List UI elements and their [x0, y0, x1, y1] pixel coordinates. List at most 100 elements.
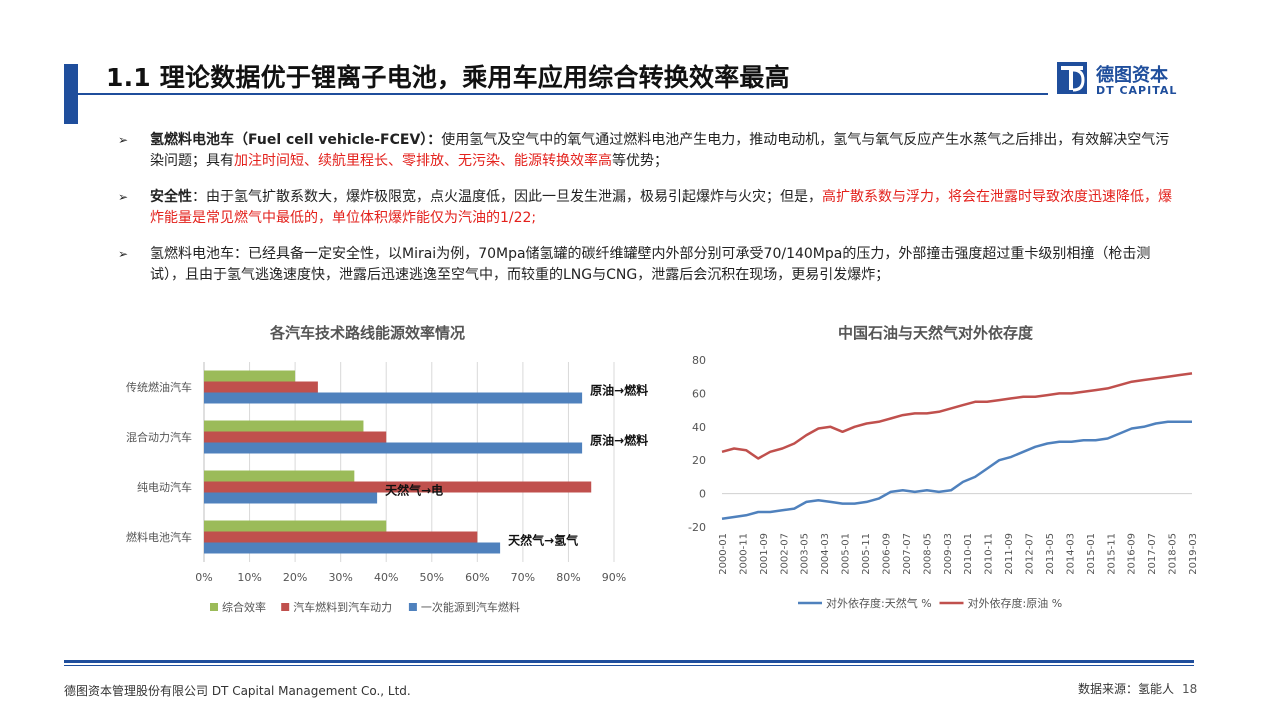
category-label: 燃料电池汽车	[126, 530, 192, 544]
legend-label: 对外依存度:天然气 %	[826, 596, 932, 610]
legend-label: 综合效率	[222, 600, 266, 614]
category-label: 混合动力汽车	[126, 430, 192, 444]
category-label: 传统燃油汽车	[126, 380, 192, 394]
bullet-item-safety: ➢ 安全性：由于氢气扩散系数大，爆炸极限宽，点火温度低，因此一旦发生泄漏，极易引…	[118, 187, 1178, 229]
x-tick-label: 20%	[283, 571, 307, 584]
y-tick-label: 0	[699, 488, 706, 501]
bullet-segment: 氢燃料电池车（Fuel cell vehicle-FCEV）：	[150, 132, 442, 148]
bar-0	[204, 420, 364, 432]
page-number: 18	[1182, 682, 1198, 696]
bullet-segment: 氢燃料电池车：已经具备一定安全性，以Mirai为例，70Mpa储氢罐的碳纤维罐壁…	[150, 246, 1151, 283]
y-tick-label: 40	[692, 421, 706, 434]
x-tick-label: 2010-11	[984, 533, 995, 575]
x-tick-label: 2008-05	[922, 533, 933, 575]
bar-1	[204, 481, 592, 493]
x-tick-label: 2006-09	[881, 533, 892, 575]
bullet-segment: 使用氢气及空气中的氧气通过燃料电池产生电力，推动电动机，氢气与氧气反应产生水蒸气…	[150, 132, 1170, 169]
page-title: 1.1 理论数据优于锂离子电池，乘用车应用综合转换效率最高	[106, 63, 790, 92]
footer-rule-thin	[64, 665, 1194, 666]
series-line-1	[721, 372, 1193, 460]
bar-chart-title: 各汽车技术路线能源效率情况	[270, 324, 466, 342]
bar-2	[204, 542, 501, 554]
x-tick-label: 0%	[195, 571, 212, 584]
category-label: 纯电动汽车	[137, 480, 192, 494]
x-tick-label: 80%	[556, 571, 580, 584]
y-tick-label: 20	[692, 454, 706, 467]
bar-0	[204, 370, 296, 382]
x-tick-label: 40%	[374, 571, 398, 584]
x-tick-label: 2013-05	[1045, 533, 1056, 575]
y-tick-label: -20	[688, 521, 706, 534]
bar-0	[204, 470, 355, 482]
bar-2	[204, 442, 583, 454]
bullet-segment-highlight: 加注时间短、续航里程长、零排放、无污染、能源转换效率高	[234, 153, 612, 169]
series-line-0	[721, 420, 1192, 520]
logo-text-cn: 德图资本	[1096, 65, 1168, 86]
x-tick-label: 2019-03	[1188, 533, 1199, 575]
x-tick-label: 2014-03	[1065, 533, 1076, 575]
arrow-bullet-icon: ➢	[118, 190, 129, 204]
x-tick-label: 2000-01	[718, 533, 729, 575]
efficiency-bar-chart: 0% 10% 20% 30% 40% 50% 60% 70% 80% 90%传统燃油汽车 原油→燃料…	[126, 362, 648, 614]
x-tick-label: 10%	[237, 571, 261, 584]
x-tick-label: 90%	[602, 571, 626, 584]
bullet-segment: 等优势；	[612, 153, 668, 169]
x-tick-label: 30%	[328, 571, 352, 584]
title-underline	[78, 93, 1048, 95]
y-tick-label: 60	[692, 387, 706, 400]
x-tick-label: 2003-05	[800, 533, 811, 575]
bullet-segment: ：由于氢气扩散系数大，爆炸极限宽，点火温度低，因此一旦发生泄漏，极易引起爆炸与火…	[192, 189, 822, 205]
line-chart-title: 中国石油与天然气对外依存度	[838, 324, 1034, 342]
logo-text-en: DT CAPITAL	[1096, 84, 1178, 97]
x-tick-label: 2018-05	[1168, 533, 1179, 575]
legend-swatch	[408, 603, 417, 611]
bar-annotation: 天然气→氢气	[508, 533, 578, 548]
x-tick-label: 2015-11	[1106, 533, 1117, 575]
bar-0	[204, 520, 387, 532]
x-tick-label: 2016-09	[1127, 533, 1138, 575]
dependency-line-chart: -20 0 20 40 60 80 2000-01 2000-11 2001-09 2002-07…	[688, 354, 1199, 610]
x-tick-label: 50%	[420, 571, 444, 584]
dt-logo-icon	[1057, 62, 1087, 94]
footer-rule	[64, 660, 1194, 663]
legend-label: 汽车燃料到汽车动力	[293, 600, 392, 614]
bullet-list: ➢ 氢燃料电池车（Fuel cell vehicle-FCEV）：使用氢气及空气…	[118, 130, 1178, 301]
legend-swatch	[281, 603, 290, 611]
y-tick-label: 80	[692, 354, 706, 367]
x-tick-label: 2005-01	[841, 533, 852, 575]
bullet-item-mirai: ➢ 氢燃料电池车：已经具备一定安全性，以Mirai为例，70Mpa储氢罐的碳纤维…	[118, 244, 1178, 286]
x-tick-label: 2015-01	[1086, 533, 1097, 575]
source-text: 数据来源：氢能人	[1078, 682, 1175, 696]
bar-annotation: 天然气→电	[385, 483, 443, 498]
x-tick-label: 70%	[511, 571, 535, 584]
bar-1	[204, 531, 478, 543]
x-tick-label: 2000-11	[738, 533, 749, 575]
x-tick-label: 2001-09	[759, 533, 770, 575]
x-tick-label: 2004-03	[820, 533, 831, 575]
x-tick-label: 2007-07	[902, 533, 913, 575]
bullet-segment-highlight: 高扩散系数与浮力，将会在泄露时导致浓度迅速降低，爆炸能量是常见燃气中最低的，单位…	[150, 189, 1172, 226]
bar-1	[204, 431, 387, 443]
bar-1	[204, 381, 318, 393]
x-tick-label: 2002-07	[779, 533, 790, 575]
x-tick-label: 2005-11	[861, 533, 872, 575]
legend-label: 一次能源到汽车燃料	[421, 600, 520, 614]
bar-2	[204, 492, 378, 504]
bullet-segment: 安全性	[150, 189, 192, 205]
bullet-item-fcev: ➢ 氢燃料电池车（Fuel cell vehicle-FCEV）：使用氢气及空气…	[118, 130, 1178, 172]
x-tick-label: 2017-07	[1147, 533, 1158, 575]
x-tick-label: 2010-01	[963, 533, 974, 575]
bar-2	[204, 392, 583, 404]
bar-annotation: 原油→燃料	[590, 433, 648, 448]
x-tick-label: 60%	[465, 571, 489, 584]
legend-label: 对外依存度:原油 %	[968, 596, 1063, 610]
legend-swatch	[210, 603, 218, 611]
footer-company: 德图资本管理股份有限公司 DT Capital Management Co., …	[64, 684, 411, 698]
footer-source: 数据来源：氢能人 18	[1078, 680, 1197, 697]
x-tick-label: 2009-03	[943, 533, 954, 575]
x-tick-label: 2012-07	[1025, 533, 1036, 575]
title-accent-bar	[64, 64, 78, 124]
bar-annotation: 原油→燃料	[590, 383, 648, 398]
x-tick-label: 2011-09	[1004, 533, 1015, 575]
arrow-bullet-icon: ➢	[118, 247, 129, 261]
